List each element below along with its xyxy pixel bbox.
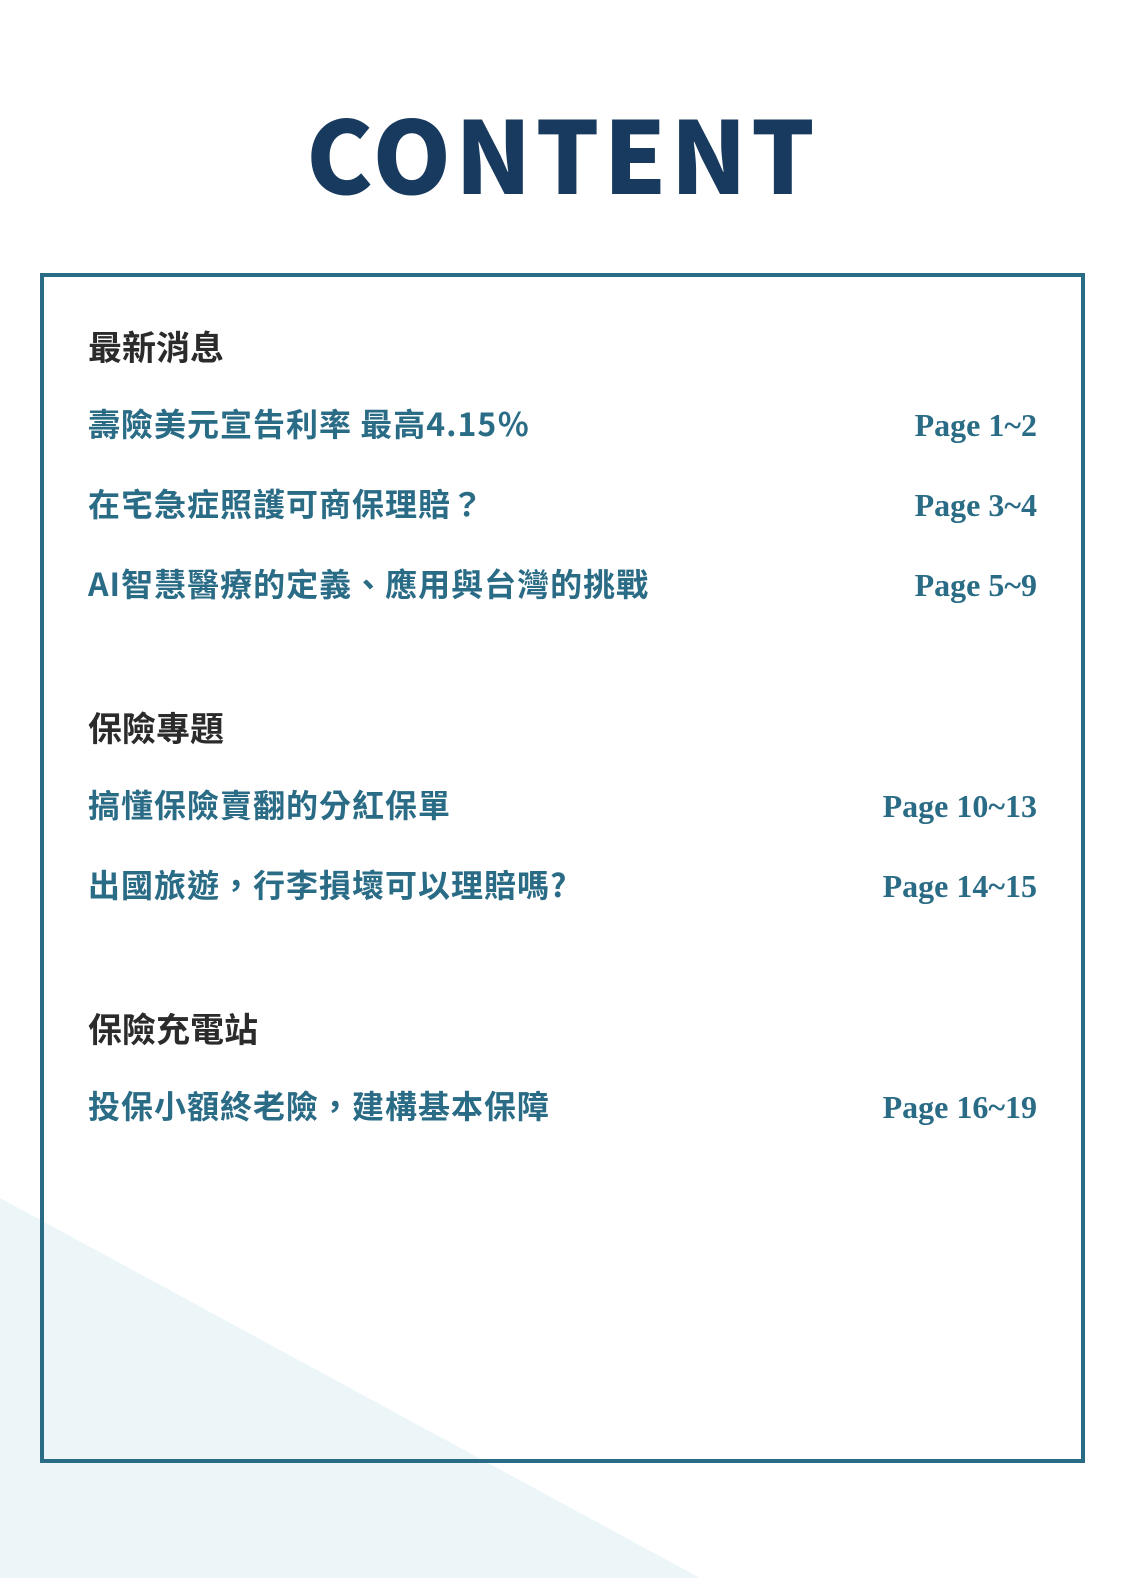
section-heading: 最新消息 — [88, 321, 1037, 370]
toc-title: 壽險美元宣告利率 最高4.15％ — [88, 400, 530, 446]
section-latest-news: 最新消息 壽險美元宣告利率 最高4.15％ Page 1~2 在宅急症照護可商保… — [88, 321, 1037, 606]
toc-title: AI智慧醫療的定義、應用與台灣的挑戰 — [88, 560, 649, 606]
toc-row: 壽險美元宣告利率 最高4.15％ Page 1~2 — [88, 400, 1037, 446]
toc-row: 在宅急症照護可商保理賠？ Page 3~4 — [88, 480, 1037, 526]
toc-title: 搞懂保險賣翻的分紅保單 — [88, 781, 451, 827]
toc-row: 搞懂保險賣翻的分紅保單 Page 10~13 — [88, 781, 1037, 827]
content-box: 最新消息 壽險美元宣告利率 最高4.15％ Page 1~2 在宅急症照護可商保… — [40, 273, 1085, 1463]
page-title: CONTENT — [0, 78, 1125, 223]
section-charging-station: 保險充電站 投保小額終老險，建構基本保障 Page 16~19 — [88, 1003, 1037, 1128]
toc-title: 投保小額終老險，建構基本保障 — [88, 1082, 550, 1128]
section-heading: 保險充電站 — [88, 1003, 1037, 1052]
toc-page: Page 16~19 — [883, 1089, 1037, 1126]
toc-title: 出國旅遊，行李損壞可以理賠嗎? — [88, 861, 567, 907]
toc-row: 投保小額終老險，建構基本保障 Page 16~19 — [88, 1082, 1037, 1128]
section-heading: 保險專題 — [88, 702, 1037, 751]
toc-page: Page 3~4 — [915, 487, 1037, 524]
section-insurance-topics: 保險專題 搞懂保險賣翻的分紅保單 Page 10~13 出國旅遊，行李損壞可以理… — [88, 702, 1037, 907]
toc-row: AI智慧醫療的定義、應用與台灣的挑戰 Page 5~9 — [88, 560, 1037, 606]
toc-page: Page 10~13 — [883, 788, 1037, 825]
toc-page: Page 5~9 — [915, 567, 1037, 604]
toc-title: 在宅急症照護可商保理賠？ — [88, 480, 484, 526]
toc-row: 出國旅遊，行李損壞可以理賠嗎? Page 14~15 — [88, 861, 1037, 907]
toc-page: Page 14~15 — [883, 868, 1037, 905]
toc-page: Page 1~2 — [915, 407, 1037, 444]
